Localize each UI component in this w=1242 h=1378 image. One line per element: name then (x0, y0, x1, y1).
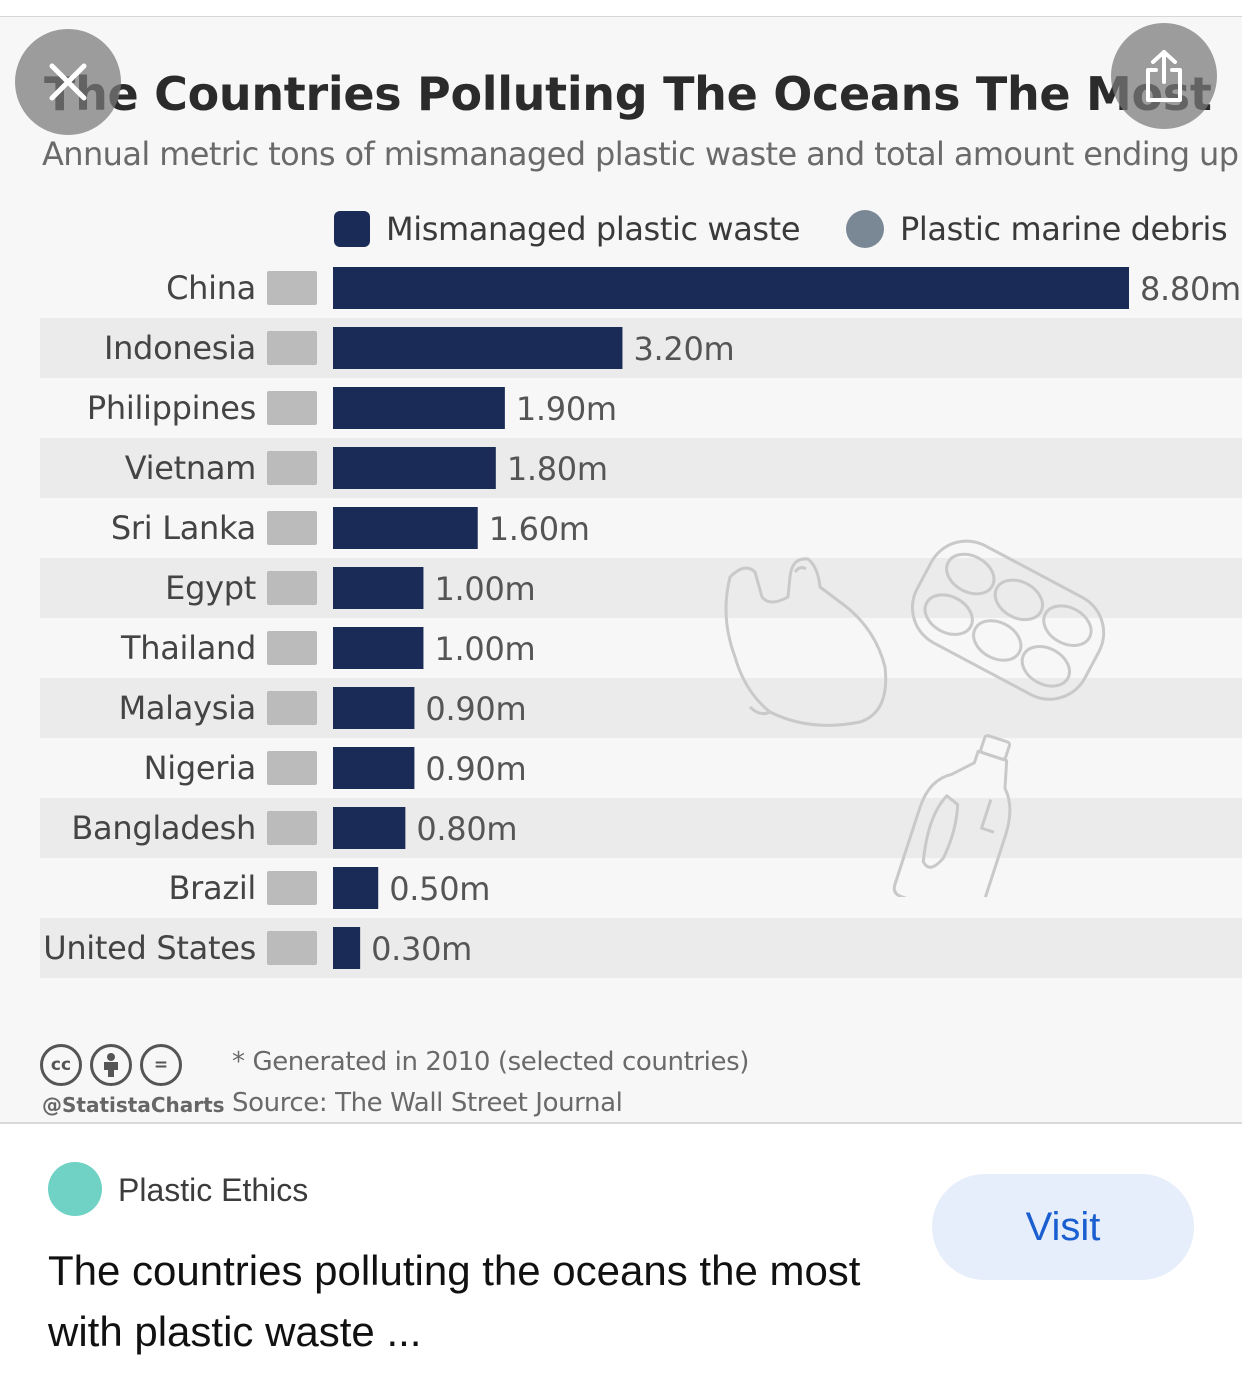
flag-icon (267, 511, 317, 545)
row-band (40, 438, 1242, 498)
value-label: 0.90m (425, 690, 526, 728)
bar (333, 867, 379, 909)
row-band (40, 678, 1242, 738)
legend-label-debris: Plastic marine debris (900, 210, 1228, 248)
statista-handle: @StatistaCharts (42, 1093, 225, 1117)
bar (333, 387, 505, 429)
share-icon (1146, 50, 1182, 102)
value-label: 3.20m (633, 330, 734, 368)
flag-icon (267, 871, 317, 905)
bar (333, 807, 406, 849)
plastic-bottle-illustration (892, 734, 1012, 897)
bar-chart: China 8.80m Indonesia 3.20m Philippines 1.90m… (40, 267, 1242, 978)
category-label: China (166, 269, 256, 307)
category-label: United States (43, 929, 256, 967)
license-icons: cc = (40, 1044, 182, 1086)
flag-icon (267, 931, 317, 965)
visit-button[interactable]: Visit (932, 1174, 1194, 1280)
category-label: Egypt (165, 569, 256, 607)
bar (333, 687, 415, 729)
share-button[interactable] (1111, 23, 1217, 129)
value-label: 8.80m (1140, 270, 1241, 308)
row-band (40, 318, 1242, 378)
bar (333, 747, 415, 789)
flag-icon (267, 571, 317, 605)
category-label: Brazil (169, 869, 257, 907)
six-pack-ring-illustration (910, 539, 1106, 701)
result-title[interactable]: The countries polluting the oceans the m… (48, 1247, 861, 1355)
chart-title: The Countries Polluting The Oceans The M… (44, 67, 1212, 121)
bar (333, 567, 424, 609)
row-band (40, 798, 1242, 858)
bar (333, 267, 1129, 309)
image-preview[interactable]: China 8.80m Indonesia 3.20m Philippines 1.90m… (0, 17, 1242, 1123)
attribution-person-icon (90, 1044, 132, 1086)
value-label: 1.90m (516, 390, 617, 428)
value-label: 1.00m (434, 570, 535, 608)
preview-divider (0, 1122, 1242, 1124)
value-label: 0.90m (425, 750, 526, 788)
category-label: Bangladesh (71, 809, 256, 847)
value-label: 0.80m (416, 810, 517, 848)
flag-icon (267, 691, 317, 725)
bar (333, 627, 424, 669)
category-label: Thailand (120, 629, 256, 667)
top-divider (0, 16, 1242, 17)
plastic-items-illustration (724, 539, 1106, 897)
category-label: Philippines (87, 389, 256, 427)
close-button[interactable] (15, 29, 121, 135)
legend-swatch-square (334, 211, 370, 247)
legend-label-mismanaged: Mismanaged plastic waste (386, 210, 801, 248)
legend-swatch-circle (846, 210, 884, 248)
bar (333, 327, 623, 369)
bar (333, 507, 478, 549)
plastic-bag-illustration (724, 557, 888, 727)
bar (333, 447, 496, 489)
chart-subtitle: Annual metric tons of mismanaged plastic… (42, 135, 1239, 173)
value-label: 1.80m (507, 450, 608, 488)
value-label: 0.30m (371, 930, 472, 968)
value-label: 0.50m (389, 870, 490, 908)
flag-icon (267, 631, 317, 665)
bar (333, 927, 361, 969)
value-label: 1.00m (434, 630, 535, 668)
flag-icon (267, 391, 317, 425)
legend-item-debris: Plastic marine debris (846, 207, 1228, 251)
close-icon (49, 63, 87, 101)
site-favicon (48, 1162, 102, 1216)
category-label: Nigeria (144, 749, 256, 787)
value-label: 1.60m (489, 510, 590, 548)
flag-icon (267, 331, 317, 365)
flag-icon (267, 751, 317, 785)
chart-source: Source: The Wall Street Journal (232, 1088, 623, 1118)
category-label: Sri Lanka (111, 509, 256, 547)
site-name[interactable]: Plastic Ethics (118, 1172, 309, 1208)
no-derivatives-icon: = (140, 1044, 182, 1086)
flag-icon (267, 271, 317, 305)
category-label: Vietnam (125, 449, 256, 487)
flag-icon (267, 811, 317, 845)
category-label: Indonesia (104, 329, 256, 367)
category-label: Malaysia (119, 689, 256, 727)
legend-item-mismanaged: Mismanaged plastic waste (334, 207, 801, 251)
row-band (40, 918, 1242, 978)
chart-footnote: * Generated in 2010 (selected countries) (232, 1047, 749, 1077)
flag-icon (267, 451, 317, 485)
creative-commons-icon: cc (40, 1044, 82, 1086)
